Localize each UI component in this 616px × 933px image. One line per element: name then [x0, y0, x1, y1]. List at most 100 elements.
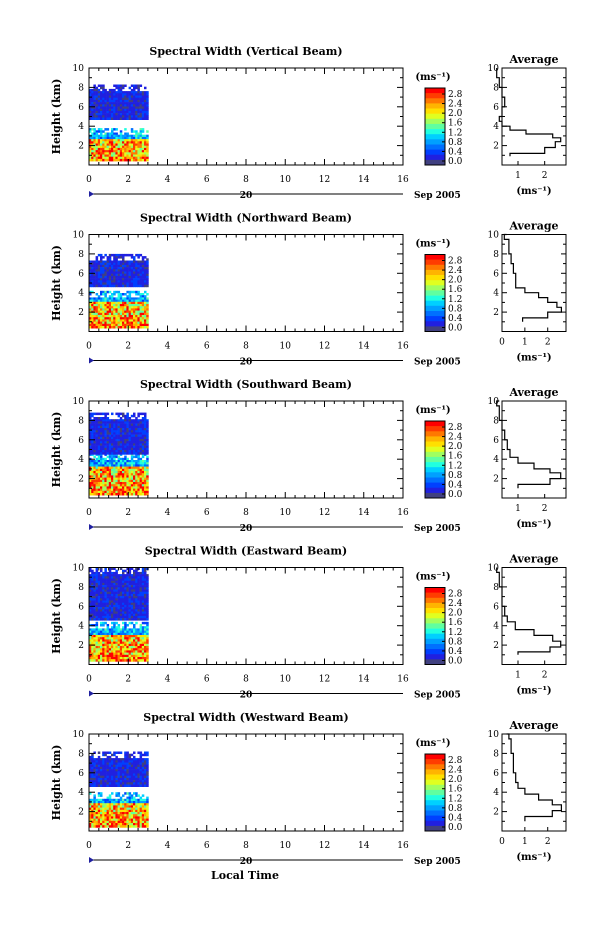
heatmap-cell	[133, 87, 136, 90]
heatmap-cell	[93, 633, 96, 636]
heatmap-cell	[133, 642, 136, 645]
heatmap-cell	[113, 603, 116, 606]
heatmap-cell	[120, 605, 123, 608]
heatmap-cell	[126, 471, 128, 474]
heatmap-cell	[109, 808, 112, 811]
heatmap-cell	[98, 452, 101, 455]
heatmap-cell	[102, 657, 105, 660]
heatmap-cell	[107, 631, 110, 634]
heatmap-cell	[118, 601, 121, 604]
heatmap-cell	[96, 139, 99, 142]
heatmap-cell	[146, 263, 149, 266]
heatmap-cell	[126, 254, 128, 257]
heatmap-cell	[140, 295, 143, 298]
heatmap-cell	[93, 450, 96, 453]
heatmap-cell	[146, 821, 149, 824]
heatmap-cell	[91, 313, 94, 316]
heatmap-cell	[98, 653, 101, 656]
heatmap-cell	[93, 297, 96, 300]
heatmap-cell	[144, 291, 147, 294]
heatmap-cell	[96, 326, 99, 329]
heatmap-cell	[113, 133, 116, 136]
colorbar-segment	[425, 98, 445, 104]
heatmap-cell	[96, 622, 99, 625]
heatmap-cell	[126, 111, 128, 114]
heatmap-cell	[142, 594, 145, 597]
heatmap-cell	[102, 313, 105, 316]
heatmap-cell	[129, 493, 132, 496]
heatmap-cell	[124, 137, 127, 140]
heatmap-cell	[118, 823, 121, 826]
heatmap-cell	[120, 85, 123, 88]
heatmap-cell	[100, 659, 103, 662]
heatmap-cell	[122, 452, 125, 455]
heatmap-cell	[142, 659, 145, 662]
heatmap-cell	[104, 765, 107, 768]
heatmap-cell	[142, 295, 145, 298]
heatmap-cell	[111, 758, 114, 761]
heatmap-cell	[104, 432, 107, 435]
heatmap-cell	[100, 107, 103, 110]
heatmap-cell	[118, 326, 121, 329]
heatmap-cell	[96, 297, 99, 300]
heatmap-cell	[133, 469, 136, 472]
heatmap-cell	[102, 814, 105, 817]
heatmap-cell	[144, 637, 147, 640]
x-tick-label: 6	[204, 508, 210, 518]
heatmap-cell	[122, 297, 125, 300]
heatmap-cell	[109, 265, 112, 268]
heatmap-cell	[140, 135, 143, 138]
heatmap-cell	[131, 486, 134, 489]
colorbar-segment	[425, 436, 445, 442]
heatmap-cell	[109, 441, 112, 444]
heatmap-cell	[104, 644, 107, 647]
heatmap-cell	[104, 254, 107, 257]
heatmap-cell	[109, 308, 112, 311]
heatmap-cell	[91, 819, 94, 822]
heatmap-cell	[96, 579, 99, 582]
heatmap-cell	[131, 758, 134, 761]
heatmap-cell	[107, 475, 110, 478]
heatmap-cell	[133, 603, 136, 606]
heatmap-cell	[122, 319, 125, 322]
average-y-tick-label: 10	[488, 231, 500, 241]
heatmap-cell	[129, 421, 132, 424]
heatmap-cell	[142, 644, 145, 647]
heatmap-cell	[107, 118, 110, 121]
heatmap-cell	[100, 458, 103, 461]
heatmap-cell	[111, 111, 114, 114]
heatmap-cell	[129, 486, 132, 489]
heatmap-cell	[104, 107, 107, 110]
heatmap-cell	[137, 618, 140, 621]
heatmap-cell	[137, 311, 140, 314]
heatmap-cell	[126, 814, 128, 817]
heatmap-cell	[107, 315, 110, 318]
heatmap-cell	[113, 475, 116, 478]
heatmap-cell	[96, 258, 99, 261]
heatmap-cell	[109, 141, 112, 144]
heatmap-cell	[137, 91, 140, 94]
heatmap-cell	[100, 437, 103, 440]
heatmap-cell	[124, 650, 127, 653]
heatmap-cell	[93, 322, 96, 325]
x-tick-label: 16	[397, 175, 409, 185]
heatmap-cell	[129, 157, 132, 160]
heatmap-cell	[124, 133, 127, 136]
heatmap-cell	[111, 778, 114, 781]
heatmap-cell	[113, 439, 116, 442]
heatmap-cell	[104, 446, 107, 449]
heatmap-cell	[109, 439, 112, 442]
heatmap-cell	[102, 443, 105, 446]
heatmap-cell	[91, 426, 94, 429]
heatmap-cell	[131, 581, 134, 584]
heatmap-cell	[115, 104, 118, 107]
heatmap-cell	[100, 448, 103, 451]
heatmap-cell	[98, 272, 101, 275]
heatmap-cell	[96, 659, 99, 662]
heatmap-cell	[113, 650, 116, 653]
heatmap-cell	[131, 115, 134, 118]
heatmap-cell	[131, 437, 134, 440]
heatmap-cell	[135, 419, 138, 422]
heatmap-cell	[129, 609, 132, 612]
heatmap-cell	[124, 754, 127, 757]
